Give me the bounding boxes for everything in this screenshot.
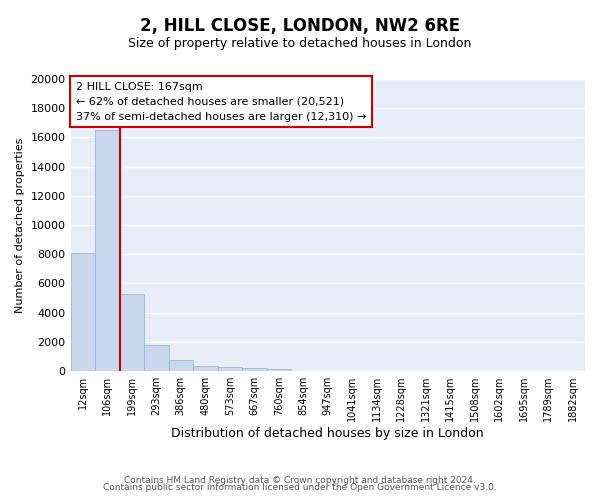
Text: Size of property relative to detached houses in London: Size of property relative to detached ho… — [128, 38, 472, 51]
Text: Contains HM Land Registry data © Crown copyright and database right 2024.: Contains HM Land Registry data © Crown c… — [124, 476, 476, 485]
Bar — [218, 367, 242, 371]
Bar — [266, 368, 291, 371]
X-axis label: Distribution of detached houses by size in London: Distribution of detached houses by size … — [172, 427, 484, 440]
Text: 2, HILL CLOSE, LONDON, NW2 6RE: 2, HILL CLOSE, LONDON, NW2 6RE — [140, 18, 460, 36]
Bar — [193, 366, 218, 371]
Text: 2 HILL CLOSE: 167sqm
← 62% of detached houses are smaller (20,521)
37% of semi-d: 2 HILL CLOSE: 167sqm ← 62% of detached h… — [76, 82, 366, 122]
Text: Contains public sector information licensed under the Open Government Licence v3: Contains public sector information licen… — [103, 484, 497, 492]
Bar — [169, 360, 193, 371]
Bar — [95, 130, 119, 371]
Bar — [71, 253, 95, 371]
Y-axis label: Number of detached properties: Number of detached properties — [15, 138, 25, 312]
Bar — [144, 345, 169, 371]
Bar — [119, 294, 144, 371]
Bar — [242, 368, 266, 371]
